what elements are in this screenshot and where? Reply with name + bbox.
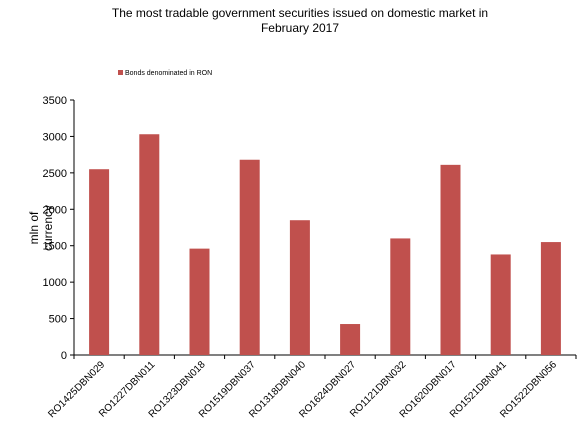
y-tick-label: 3500 [43, 95, 67, 107]
y-tick-label: 3000 [43, 131, 67, 143]
bar [540, 242, 561, 355]
y-tick-label: 500 [49, 314, 67, 326]
bar [440, 164, 461, 355]
bar [89, 169, 110, 355]
bar [390, 238, 411, 355]
bar [340, 324, 361, 355]
legend-swatch [118, 70, 123, 75]
y-tick-label: 0 [61, 350, 67, 362]
y-tick-label: 1000 [43, 277, 67, 289]
chart-title: The most tradable government securities … [40, 6, 560, 36]
chart-title-line-2: February 2017 [260, 21, 340, 35]
bar [490, 254, 511, 355]
chart-legend: Bonds denominated in RON [118, 70, 212, 78]
chart-title-line-1: The most tradable government securities … [111, 6, 489, 20]
bar [189, 248, 210, 355]
bar [239, 159, 260, 355]
y-tick-label: 1500 [43, 241, 67, 253]
legend-label: Bonds denominated in RON [125, 70, 213, 77]
y-tick-label: 2000 [43, 204, 67, 216]
y-tick-label: 2500 [43, 168, 67, 180]
bar [289, 220, 310, 355]
bar [139, 134, 160, 355]
